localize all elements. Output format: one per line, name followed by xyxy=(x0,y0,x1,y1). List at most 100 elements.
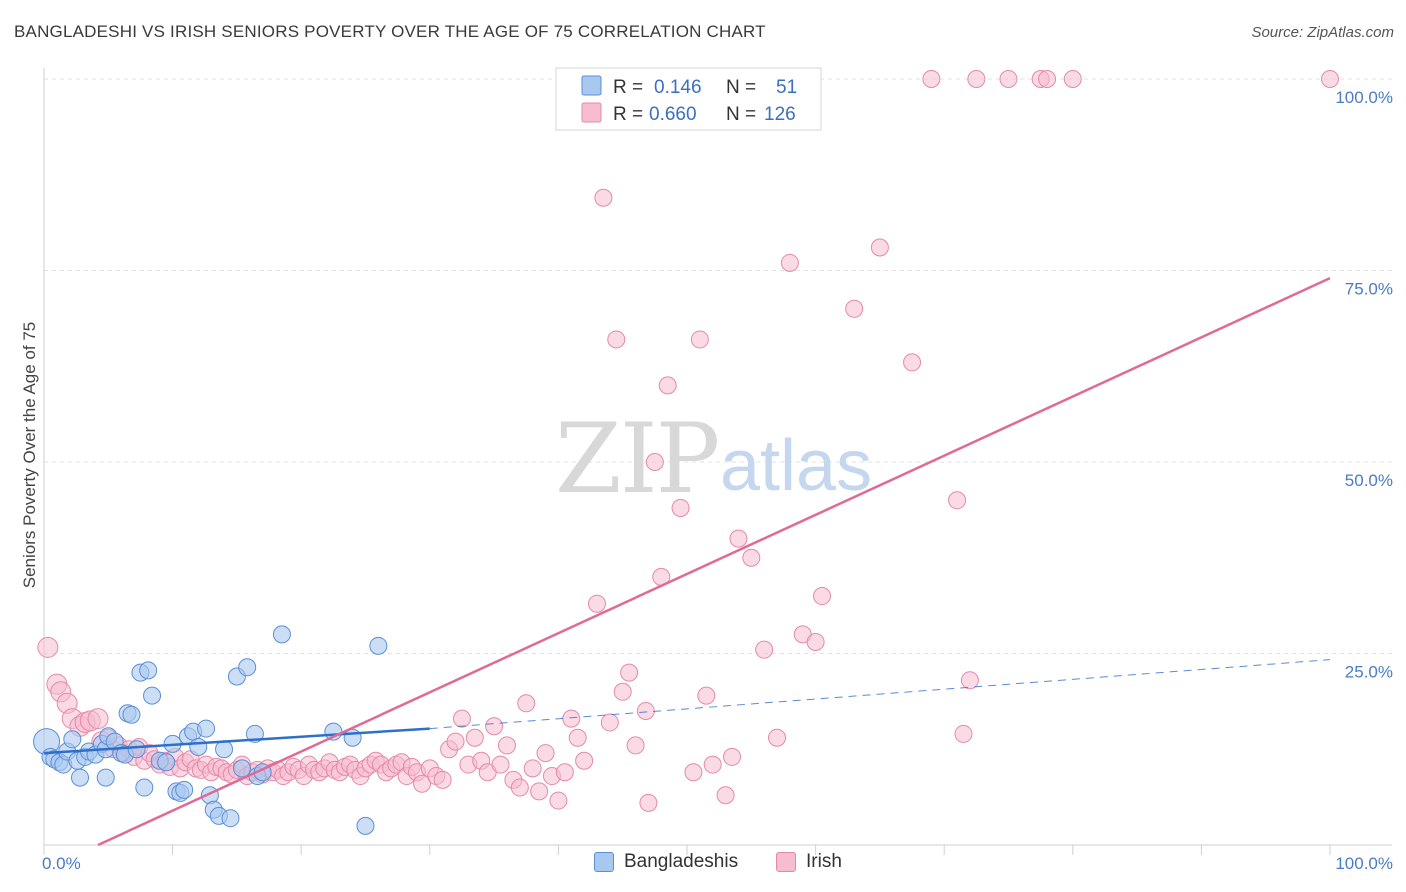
y-tick-labels: 25.0% 50.0% 75.0% 100.0% xyxy=(1335,88,1393,682)
bangladeshi-point xyxy=(175,780,194,799)
bottom-legend-swatch-blue xyxy=(594,852,614,872)
irish-point xyxy=(845,299,864,318)
chart-title: BANGLADESHI VS IRISH SENIORS POVERTY OVE… xyxy=(14,22,766,41)
irish-point xyxy=(523,759,542,778)
irish-point xyxy=(948,491,967,510)
irish-point xyxy=(446,732,465,751)
irish-point xyxy=(491,755,510,774)
irish-point xyxy=(729,529,748,548)
x-tick-labels: 0.0% 100.0% xyxy=(42,854,1393,873)
bangladeshi-point xyxy=(157,753,176,772)
irish-point xyxy=(620,663,639,682)
bangladeshi-trend-line xyxy=(43,727,430,755)
grid-lines xyxy=(44,78,1392,654)
source-label: Source: ZipAtlas.com xyxy=(1251,24,1394,41)
bottom-legend-swatch-pink xyxy=(776,852,796,872)
bangladeshi-point xyxy=(139,661,158,680)
irish-point xyxy=(536,744,555,763)
irish-point xyxy=(690,330,709,349)
irish-point xyxy=(497,736,516,755)
bangladeshi-point xyxy=(272,625,291,644)
irish-point xyxy=(813,587,832,606)
bangladeshi-point xyxy=(233,759,252,778)
bangladeshi-point xyxy=(143,686,162,705)
irish-point xyxy=(960,671,979,690)
irish-point xyxy=(954,724,973,743)
irish-point xyxy=(594,188,613,207)
legend-r-label-1: R = xyxy=(613,77,643,98)
watermark: ZIP atlas xyxy=(555,403,872,515)
legend-r-label-2: R = xyxy=(613,104,643,125)
irish-point xyxy=(1321,70,1339,88)
irish-point xyxy=(465,728,484,747)
legend-n-value-2: 126 xyxy=(764,104,796,125)
irish-point xyxy=(768,728,787,747)
irish-point xyxy=(575,751,594,770)
bottom-legend-label-irish: Irish xyxy=(806,851,842,872)
y-tick-label-0: 25.0% xyxy=(1345,663,1393,682)
bottom-legend-label-bangladeshis: Bangladeshis xyxy=(624,851,739,872)
y-tick-label-1: 50.0% xyxy=(1345,471,1393,490)
irish-point xyxy=(658,376,677,395)
legend-n-value-1: 51 xyxy=(776,77,797,98)
bangladeshi-point xyxy=(63,730,82,749)
bangladeshi-point xyxy=(96,768,115,787)
irish-point xyxy=(645,453,664,471)
bottom-legend: Bangladeshis Irish xyxy=(0,851,1406,879)
irish-point xyxy=(999,70,1018,88)
bangladeshi-point xyxy=(369,636,388,655)
irish-point xyxy=(639,793,658,812)
irish-point xyxy=(716,786,735,805)
irish-point xyxy=(87,708,109,730)
irish-point xyxy=(413,774,432,793)
bangladeshi-trend-extension xyxy=(429,659,1331,730)
irish-point xyxy=(549,791,568,810)
bangladeshi-point xyxy=(197,719,216,738)
axes xyxy=(43,68,1392,855)
bangladeshi-point xyxy=(135,778,154,797)
bangladeshi-point xyxy=(122,705,141,724)
trend-lines xyxy=(43,277,1331,847)
watermark-zip: ZIP xyxy=(555,403,718,515)
irish-point xyxy=(780,253,799,272)
irish-point xyxy=(613,682,632,701)
irish-point xyxy=(626,736,645,755)
bangladeshi-point xyxy=(71,768,90,787)
irish-point xyxy=(671,498,690,517)
irish-point xyxy=(684,763,703,782)
irish-point xyxy=(1038,70,1057,88)
y-tick-label-3: 100.0% xyxy=(1335,88,1393,107)
irish-point xyxy=(1063,70,1082,88)
irish-point xyxy=(555,763,574,782)
legend-r-value-2: 0.660 xyxy=(649,104,697,125)
irish-point xyxy=(530,782,549,801)
irish-point xyxy=(562,709,581,728)
irish-trend-line xyxy=(97,277,1331,847)
watermark-atlas: atlas xyxy=(720,426,872,506)
irish-point xyxy=(903,353,922,372)
legend-r-value-1: 0.146 xyxy=(654,77,702,98)
irish-point xyxy=(452,709,471,728)
irish-point xyxy=(485,717,504,736)
irish-point xyxy=(697,686,716,705)
irish-point xyxy=(806,633,825,652)
bangladeshi-point xyxy=(356,816,375,835)
bangladeshi-point xyxy=(221,809,240,828)
bangladeshi-point xyxy=(238,658,257,677)
irish-point xyxy=(600,713,619,732)
irish-point xyxy=(517,694,536,713)
irish-point xyxy=(723,747,742,766)
irish-point xyxy=(636,701,655,720)
bangladeshi-point xyxy=(215,740,234,759)
irish-point xyxy=(967,70,986,88)
irish-point xyxy=(607,330,626,349)
x-tick-label-0: 0.0% xyxy=(42,854,81,873)
bangladeshi-point xyxy=(189,737,208,756)
irish-point xyxy=(433,770,452,789)
irish-point xyxy=(742,548,761,567)
legend-swatch-pink xyxy=(581,102,602,123)
x-tick-label-1: 100.0% xyxy=(1335,854,1393,873)
legend-swatch-blue xyxy=(581,75,602,96)
irish-point xyxy=(37,636,59,658)
